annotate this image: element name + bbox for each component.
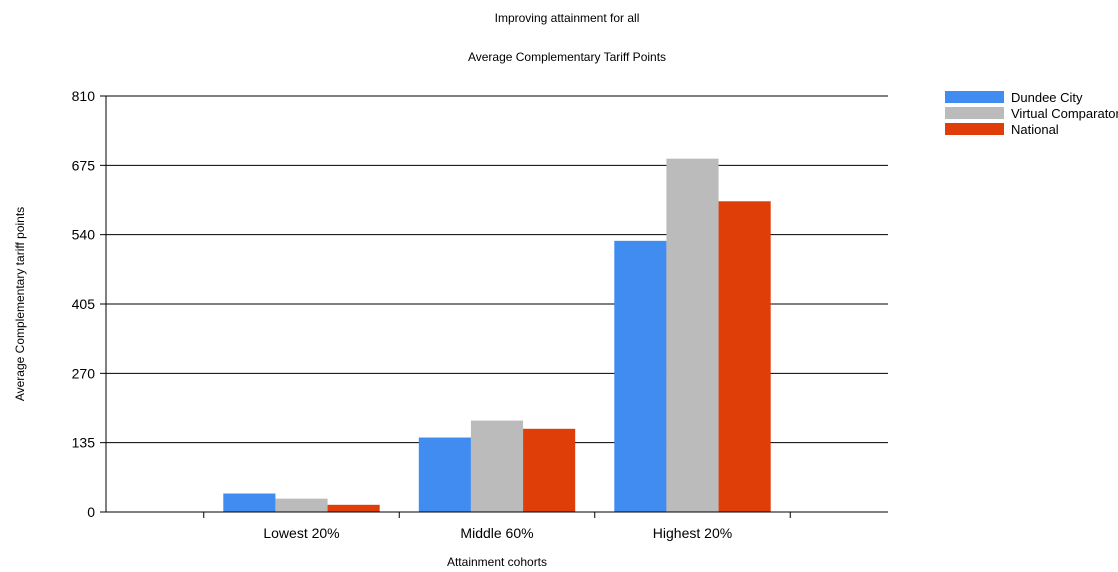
legend-swatch <box>945 107 1004 119</box>
legend-label: Virtual Comparator <box>1011 106 1118 121</box>
bar <box>666 158 719 512</box>
legend-swatch <box>945 123 1004 135</box>
bars <box>223 158 771 513</box>
x-tick-label: Highest 20% <box>653 525 732 541</box>
bar <box>614 240 667 512</box>
axes <box>105 96 888 518</box>
bar <box>223 493 276 512</box>
bar <box>327 504 380 512</box>
bar <box>718 201 771 513</box>
legend-label: Dundee City <box>1011 90 1083 105</box>
x-axis-label: Attainment cohorts <box>447 555 547 569</box>
y-tick-label: 405 <box>72 296 96 312</box>
legend-swatch <box>945 91 1004 103</box>
y-tick-label: 0 <box>87 504 95 520</box>
y-tick-label: 270 <box>72 365 96 381</box>
bar <box>470 420 524 512</box>
x-tick-label: Lowest 20% <box>263 525 339 541</box>
legend-label: National <box>1011 122 1059 137</box>
bar <box>523 428 576 512</box>
chart-title: Improving attainment for all <box>495 11 640 25</box>
x-tick-label: Middle 60% <box>460 525 533 541</box>
y-tick-labels: 0 135 270 405 540 675 810 <box>72 88 96 520</box>
y-tick-label: 810 <box>72 88 96 104</box>
y-axis-label: Average Complementary tariff points <box>13 207 27 401</box>
bar <box>275 498 328 512</box>
y-tick-label: 540 <box>72 227 96 243</box>
y-tick-label: 135 <box>72 435 96 451</box>
y-tick-label: 675 <box>72 157 96 173</box>
chart-subtitle: Average Complementary Tariff Points <box>468 50 666 64</box>
bar <box>418 437 471 512</box>
x-tick-labels: Lowest 20% Middle 60% Highest 20% <box>263 525 732 541</box>
